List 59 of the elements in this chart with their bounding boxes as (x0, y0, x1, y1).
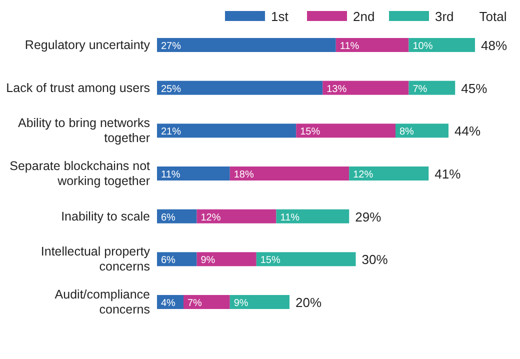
data-label: 27% (161, 41, 182, 52)
data-label: 11% (280, 212, 300, 224)
y-tick-label: Audit/compliance concerns (54, 288, 150, 316)
y-tick-label: Separate blockchains not working together (10, 159, 151, 188)
legend-label: 1st (271, 9, 289, 24)
bar (157, 38, 336, 52)
data-label: 21% (161, 126, 182, 138)
y-tick-label: Regulatory uncertainty (24, 38, 151, 52)
bar (157, 166, 230, 180)
data-label: 9% (234, 298, 248, 309)
y-tick-label: Lack of trust among users (6, 80, 150, 95)
text: Total (479, 9, 507, 24)
data-label: 25% (161, 84, 182, 95)
total-label: 44% (454, 124, 481, 139)
legend-label: 3rd (435, 9, 454, 24)
bar (184, 295, 230, 309)
data-label: 8% (400, 126, 414, 138)
bar (408, 38, 475, 52)
bar (230, 166, 350, 180)
data-label: 6% (161, 255, 176, 266)
total-label: 29% (355, 209, 382, 224)
bar (322, 80, 409, 95)
total-label: 45% (461, 80, 488, 96)
legend-label: 2nd (353, 9, 375, 24)
data-label: 10% (412, 41, 433, 52)
bar (276, 209, 350, 224)
bar (196, 209, 276, 224)
bar (157, 252, 197, 266)
data-label: 11% (340, 41, 360, 52)
total-label: 20% (296, 295, 322, 310)
data-label: 7% (412, 84, 428, 95)
bar (196, 252, 256, 266)
data-label: 13% (326, 84, 347, 95)
y-tick-label: Ability to bring networks together (18, 116, 150, 146)
bar (349, 166, 429, 180)
data-label: 6% (161, 212, 176, 224)
total-label: 41% (434, 166, 462, 182)
y-tick-label: Intellectual property concerns (40, 244, 151, 274)
bar (296, 124, 396, 138)
bar (408, 80, 456, 95)
data-label: 15% (300, 126, 320, 138)
total-label: 30% (362, 252, 388, 268)
bar (157, 209, 197, 224)
bar (157, 124, 296, 138)
data-label: 12% (200, 212, 221, 224)
bar (157, 80, 323, 95)
data-label: 11% (161, 170, 180, 180)
data-label: 4% (161, 298, 176, 309)
y-tick-label: Inability to scale (61, 209, 150, 224)
data-label: 18% (234, 170, 254, 180)
data-label: 12% (353, 170, 374, 180)
total-label: 48% (481, 38, 508, 53)
bar (336, 38, 409, 52)
bar (396, 124, 448, 138)
data-label: 9% (200, 255, 216, 266)
data-label: 7% (188, 298, 202, 309)
bar (256, 252, 356, 266)
data-label: 15% (260, 255, 280, 266)
bar (230, 295, 290, 309)
